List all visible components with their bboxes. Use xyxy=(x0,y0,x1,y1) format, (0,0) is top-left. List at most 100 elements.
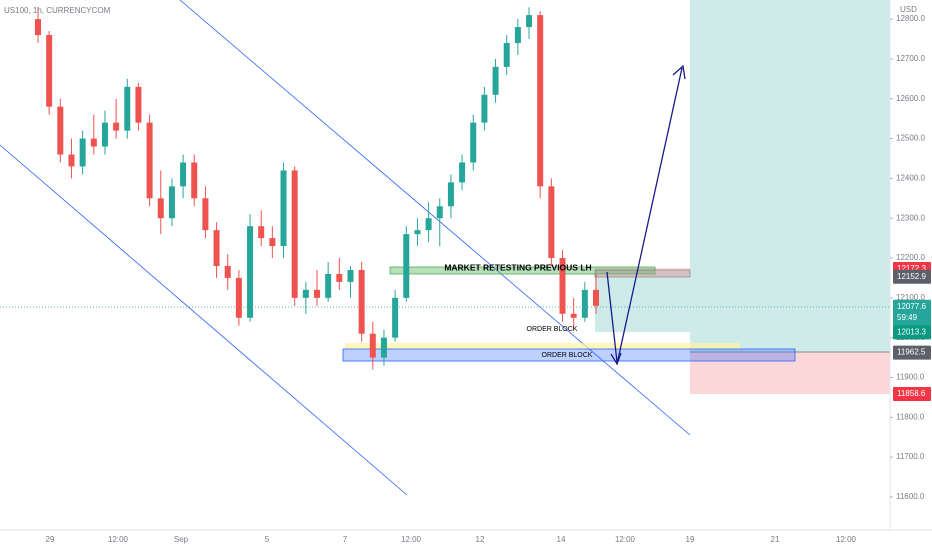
candle-body xyxy=(258,226,265,239)
y-tick-label: 12600.0 xyxy=(896,94,925,103)
candle-body xyxy=(269,238,276,247)
y-tick-label: 11700.0 xyxy=(896,452,925,461)
candle-body xyxy=(459,162,466,183)
candle-body xyxy=(113,122,120,131)
candle-body xyxy=(503,43,510,67)
candle-body xyxy=(213,230,220,266)
long-target-zone xyxy=(690,0,890,352)
short-stop-zone xyxy=(595,268,690,277)
y-tick-label: 11600.0 xyxy=(896,492,925,501)
countdown: 59:49 xyxy=(897,313,918,322)
candle-body xyxy=(336,273,343,282)
candle-body xyxy=(537,15,544,187)
candle-body xyxy=(570,313,577,318)
x-tick-label: 7 xyxy=(343,535,348,544)
x-tick-label: 12:00 xyxy=(615,535,636,544)
x-tick-label: 21 xyxy=(771,535,780,544)
candle-body xyxy=(358,269,365,334)
candle-body xyxy=(314,289,320,298)
candle-body xyxy=(347,269,354,282)
candle-body xyxy=(526,15,533,28)
y-tick-label: 12200.0 xyxy=(896,253,925,262)
candle-body xyxy=(180,162,187,187)
candle-body xyxy=(414,230,421,235)
candle-body xyxy=(392,297,399,338)
y-tick-label: 12800.0 xyxy=(896,14,925,23)
candle-body xyxy=(514,27,521,44)
y-tick-label: 12100.0 xyxy=(896,293,925,302)
arrows xyxy=(606,64,686,366)
candle-body xyxy=(124,86,131,131)
candle-body xyxy=(224,265,231,278)
candle-body xyxy=(57,106,64,155)
candle-body xyxy=(548,186,555,259)
x-tick-label: Sep xyxy=(174,535,189,544)
x-tick-label: 12:00 xyxy=(108,535,129,544)
candle-body xyxy=(168,186,175,219)
y-tick-label: 11800.0 xyxy=(896,412,925,421)
candle-body xyxy=(403,234,410,298)
price-tag-label: 11858.6 xyxy=(897,389,926,398)
annotation: ORDER BLOCK xyxy=(527,326,578,333)
candle-body xyxy=(35,19,41,36)
price-tag-label: 12013.3 xyxy=(897,327,926,336)
long-stop-zone xyxy=(690,352,890,394)
y-tick-label: 12700.0 xyxy=(896,54,925,63)
symbol-title: US100, 1h, CURRENCYCOM xyxy=(4,6,111,15)
candle-body xyxy=(191,162,198,199)
channel-line xyxy=(179,0,691,436)
candle-body xyxy=(447,182,454,207)
price-tag xyxy=(893,325,931,340)
candle-body xyxy=(46,35,53,107)
candle-body xyxy=(135,86,142,123)
y-tick-label: 12400.0 xyxy=(896,174,925,183)
candle-body xyxy=(425,218,432,231)
candle-body xyxy=(470,122,477,163)
price-tag xyxy=(893,269,931,284)
price-tag-label: 11962.5 xyxy=(897,348,926,357)
price-tag-label: 12152.9 xyxy=(897,272,926,281)
x-tick-label: 5 xyxy=(265,535,270,544)
candle-body xyxy=(380,337,387,358)
zone xyxy=(345,343,740,349)
short-target-zone xyxy=(595,277,690,332)
lh-zone xyxy=(389,266,656,275)
x-tick-label: 12 xyxy=(476,535,485,544)
order-block-zone xyxy=(342,348,796,362)
x-tick-label: 12:00 xyxy=(836,535,857,544)
price-tag-label: 12077.6 xyxy=(897,302,926,311)
candle-body xyxy=(481,94,488,123)
y-tick-label: 11900.0 xyxy=(896,373,925,382)
channel-line xyxy=(0,144,408,496)
price-tag xyxy=(893,299,931,326)
y-tick-label: 12500.0 xyxy=(896,134,925,143)
candle-body xyxy=(593,289,599,306)
currency: USD xyxy=(900,5,917,14)
candle-body xyxy=(90,138,97,147)
candle-body xyxy=(101,122,108,147)
candle-body xyxy=(202,198,209,231)
candle-body xyxy=(291,170,298,298)
candle-body xyxy=(581,289,588,318)
price-tag xyxy=(893,386,931,401)
candle-body xyxy=(436,206,443,219)
candle-body xyxy=(247,226,254,318)
x-tick-label: 12:00 xyxy=(401,535,422,544)
annotation: MARKET RETESTING PREVIOUS LH xyxy=(444,262,591,272)
y-tick-label: 12300.0 xyxy=(896,213,925,222)
price-tag xyxy=(893,345,931,360)
grey-zone xyxy=(594,269,691,278)
price-tag-label: 12172.3 xyxy=(897,264,926,273)
candle-body xyxy=(235,277,242,318)
candle-body xyxy=(79,138,86,167)
candle-body xyxy=(280,170,287,247)
annotation: ORDER BLOCK xyxy=(542,352,593,359)
x-tick-label: 19 xyxy=(686,535,695,544)
plot xyxy=(35,7,599,370)
x-tick-label: 14 xyxy=(557,535,566,544)
candle-body xyxy=(325,273,332,298)
candle-body xyxy=(369,333,376,358)
candle-body xyxy=(492,66,499,95)
candle-body xyxy=(68,154,75,167)
